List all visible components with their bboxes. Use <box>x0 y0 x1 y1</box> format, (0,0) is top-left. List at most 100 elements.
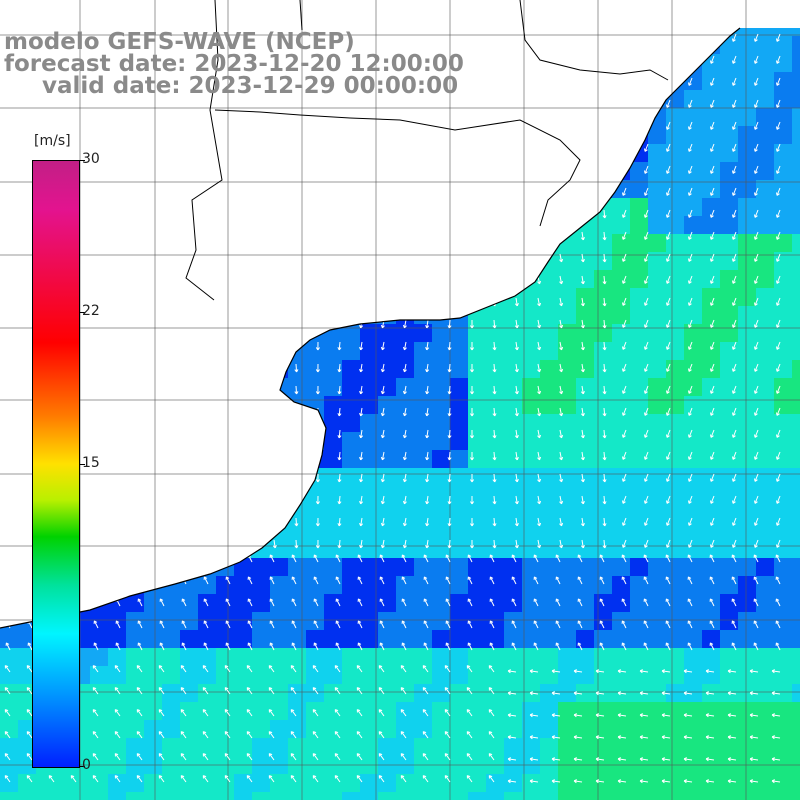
wind-speed-cell <box>648 198 667 217</box>
wind-speed-cell <box>684 792 703 800</box>
wind-speed-cell <box>342 666 361 685</box>
wind-speed-cell <box>702 540 721 559</box>
wind-arrow-head <box>163 193 167 197</box>
wind-arrow-head <box>426 259 430 263</box>
wind-speed-cell <box>468 342 487 361</box>
wind-speed-cell <box>180 684 199 703</box>
wind-speed-cell <box>486 666 505 685</box>
wind-speed-cell <box>360 342 379 361</box>
wind-arrow-shaft <box>207 363 210 372</box>
wind-speed-cell <box>90 396 109 415</box>
wind-speed-cell <box>774 792 793 800</box>
wind-arrow-head <box>754 215 758 218</box>
wind-arrow-shaft <box>559 99 563 108</box>
wind-arrow-head <box>604 479 607 483</box>
wind-arrow-shaft <box>423 554 429 563</box>
wind-speed-cell <box>504 216 523 235</box>
wind-arrow-head <box>30 127 34 131</box>
wind-speed-cell <box>180 360 199 379</box>
wind-arrow-shaft <box>581 165 584 174</box>
wind-arrow-shaft <box>559 297 563 306</box>
wind-speed-cell <box>738 738 757 757</box>
wind-arrow-shaft <box>185 363 188 373</box>
wind-speed-cell <box>720 450 739 469</box>
wind-speed-cell <box>198 450 217 469</box>
wind-arrow-head <box>294 457 297 461</box>
wind-speed-cell <box>90 666 109 685</box>
wind-speed-cell <box>414 468 433 487</box>
wind-speed-cell <box>504 576 523 595</box>
wind-speed-cell <box>180 126 199 145</box>
wind-arrow-shaft <box>666 231 671 240</box>
wind-speed-cell <box>252 738 271 757</box>
wind-arrow-head <box>539 302 542 307</box>
wind-speed-cell <box>342 216 361 235</box>
wind-arrow-head <box>274 192 277 197</box>
wind-arrow-head <box>359 148 362 153</box>
wind-speed-cell <box>324 666 343 685</box>
wind-speed-cell <box>90 0 109 19</box>
wind-arrow-shaft <box>710 99 715 108</box>
wind-arrow-head <box>494 171 497 175</box>
wind-arrow-head <box>162 215 165 219</box>
wind-arrow-head <box>231 346 234 351</box>
wind-speed-cell <box>306 360 325 379</box>
wind-arrow-shaft <box>338 209 341 219</box>
wind-arrow-head <box>471 149 475 153</box>
wind-arrow-shaft <box>403 517 407 526</box>
wind-arrow-head <box>251 281 254 285</box>
wind-speed-cell <box>450 558 469 577</box>
wind-arrow-shaft <box>493 319 496 329</box>
wind-speed-cell <box>720 792 739 800</box>
wind-speed-cell <box>648 270 667 289</box>
wind-arrow-head <box>380 192 383 197</box>
wind-speed-cell <box>720 252 739 271</box>
wind-speed-cell <box>414 792 433 800</box>
wind-arrow-head <box>469 39 473 43</box>
wind-speed-cell <box>774 306 793 325</box>
wind-speed-cell <box>468 36 487 55</box>
wind-arrow-shaft <box>599 554 605 563</box>
wind-speed-cell <box>450 0 469 19</box>
wind-arrow-head <box>602 39 606 43</box>
wind-arrow-head <box>666 259 670 262</box>
wind-arrow-head <box>382 149 385 153</box>
wind-speed-cell <box>684 180 703 199</box>
wind-speed-cell <box>306 558 325 577</box>
wind-speed-cell <box>738 522 757 541</box>
wind-arrow-head <box>118 237 122 241</box>
wind-speed-cell <box>792 558 800 577</box>
wind-arrow-head <box>360 281 364 285</box>
wind-arrow-head <box>604 369 607 373</box>
wind-arrow-shaft <box>644 341 649 350</box>
wind-speed-cell <box>324 324 343 343</box>
wind-arrow-head <box>622 325 626 328</box>
wind-speed-cell <box>414 630 433 649</box>
wind-speed-cell <box>792 648 800 667</box>
wind-speed-cell <box>396 28 415 37</box>
wind-arrow-head <box>231 434 234 439</box>
wind-arrow-head <box>186 259 189 263</box>
wind-arrow-head <box>710 435 714 438</box>
wind-speed-cell <box>558 360 577 379</box>
wind-arrow-head <box>426 127 430 131</box>
wind-speed-cell <box>306 0 325 19</box>
wind-arrow-shaft <box>644 209 649 218</box>
wind-arrow-head <box>604 149 607 153</box>
wind-speed-cell <box>162 630 181 649</box>
wind-arrow-head <box>229 127 232 131</box>
wind-arrow-head <box>208 126 211 131</box>
wind-speed-cell <box>504 234 523 253</box>
wind-speed-cell <box>216 576 235 595</box>
wind-speed-cell <box>126 504 145 523</box>
wind-speed-cell <box>486 468 505 487</box>
wind-arrow-head <box>360 149 364 153</box>
wind-speed-cell <box>738 162 757 181</box>
wind-arrow-head <box>294 127 297 131</box>
wind-speed-cell <box>648 630 667 649</box>
wind-speed-cell <box>576 666 595 685</box>
wind-speed-cell <box>342 648 361 667</box>
wind-speed-cell <box>324 234 343 253</box>
wind-arrow-shaft <box>776 517 781 526</box>
wind-arrow-head <box>139 237 142 241</box>
